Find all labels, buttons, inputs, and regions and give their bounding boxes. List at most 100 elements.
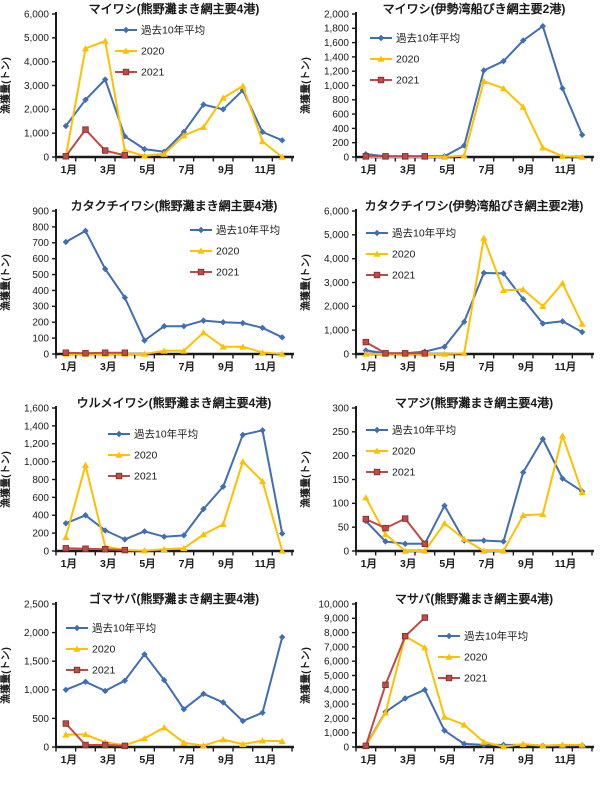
marker-diamond: [578, 131, 586, 139]
marker-square: [122, 68, 130, 76]
marker-triangle: [440, 153, 449, 160]
x-axis: 1月 3月 5月 7月 9月 11月: [55, 155, 294, 176]
marker-diamond: [382, 537, 389, 545]
x-tick-label: 3月: [400, 754, 416, 766]
legend: 過去10年平均 2020 2021: [66, 622, 156, 677]
marker-diamond: [82, 678, 89, 686]
y-axis-title: 漁獲量(トン): [300, 451, 312, 508]
marker-triangle: [440, 713, 449, 721]
x-tick-label: 5月: [439, 558, 455, 570]
y-tick-label: 1,400: [324, 52, 349, 63]
y-axis: 0 200 400 600 800 1,000 1,200 1,400 1,600 1,800 2,…: [324, 9, 357, 163]
y-tick-label: 0: [43, 743, 49, 754]
marker-diamond: [362, 346, 370, 354]
marker-diamond: [278, 333, 286, 341]
legend: 過去10年平均 2020 2021: [115, 24, 205, 79]
x-tick-label: 1月: [361, 361, 377, 373]
chart-title: カタクチイワシ(熊野灘まき網主要4港): [71, 198, 278, 213]
marker-diamond: [219, 318, 227, 326]
y-tick-label: 1,000: [324, 81, 349, 92]
x-tick-label: 5月: [139, 361, 155, 373]
chart-svg: 0 50 100 150 200 250 300 1月 3月 5月 7月 9月 11月 マアジ(熊野灘まき…: [300, 395, 594, 570]
series-2021: [62, 349, 129, 357]
y-tick-label: 8,000: [324, 628, 349, 639]
x-tick-label: 11月: [555, 164, 577, 176]
marker-diamond: [141, 651, 148, 658]
marker-triangle: [578, 320, 586, 327]
chart-title: マイワシ(熊野灘まき網主要4港): [89, 1, 260, 16]
marker-diamond: [441, 727, 448, 735]
marker-triangle: [140, 546, 149, 553]
marker-diamond: [197, 226, 205, 233]
marker-triangle: [121, 146, 129, 154]
y-tick-label: 2,000: [24, 105, 49, 116]
marker-triangle: [381, 709, 390, 716]
series-2021: [62, 126, 129, 160]
x-axis: 1月 3月 5月 7月 9月 11月: [355, 549, 594, 570]
marker-triangle: [278, 547, 286, 554]
legend-label: 2021: [134, 470, 158, 482]
series-2020: [62, 37, 286, 160]
legend-label: 過去10年平均: [92, 622, 156, 635]
series-2021: [62, 720, 129, 750]
marker-diamond: [180, 322, 188, 330]
y-tick-label: 3,000: [324, 278, 349, 289]
marker-triangle: [258, 737, 267, 744]
series-line: [64, 460, 284, 552]
chart-svg: 0 1,000 2,000 3,000 4,000 5,000 6,000 7,000 8,00…: [300, 591, 594, 766]
y-tick-label: 600: [32, 254, 49, 265]
y-tick-label: 50: [338, 522, 350, 533]
y-tick-label: 1,000: [24, 129, 49, 140]
chart-svg: 0 1,000 2,000 3,000 4,000 5,000 6,000 1月 3月 5月 7月 9…: [0, 1, 294, 176]
marker-triangle: [140, 350, 149, 357]
marker-diamond: [401, 695, 409, 702]
marker-square: [382, 681, 389, 689]
y-tick-label: 250: [332, 427, 349, 438]
x-tick-label: 3月: [400, 164, 416, 176]
marker-diamond: [559, 85, 566, 92]
y-tick-label: 900: [32, 206, 49, 217]
series-line: [65, 723, 125, 748]
x-tick-label: 11月: [555, 361, 577, 373]
marker-triangle: [199, 530, 208, 537]
x-tick-label: 5月: [439, 754, 455, 766]
y-tick-label: 200: [32, 317, 49, 328]
marker-diamond: [278, 634, 286, 641]
y-axis: 0 100 200 300 400 500 600 700 800 900: [32, 206, 57, 360]
marker-square: [101, 147, 109, 154]
marker-triangle: [81, 45, 90, 52]
x-tick-label: 5月: [439, 361, 455, 373]
x-tick-label: 1月: [61, 361, 77, 373]
y-tick-label: 150: [332, 474, 349, 485]
marker-diamond: [180, 128, 188, 136]
series-avg: [62, 227, 286, 344]
y-tick-label: 0: [343, 349, 349, 360]
marker-diamond: [62, 686, 70, 694]
marker-diamond: [460, 318, 468, 325]
y-tick-label: 2,500: [24, 600, 49, 611]
marker-triangle: [160, 545, 168, 552]
y-tick-label: 300: [32, 301, 49, 312]
marker-triangle: [219, 94, 227, 101]
legend-label: 過去10年平均: [392, 423, 456, 436]
y-axis-title: 漁獲量(トン): [0, 57, 12, 114]
x-tick-label: 3月: [100, 754, 116, 766]
marker-diamond: [200, 505, 207, 512]
x-tick-label: 7月: [179, 754, 195, 766]
marker-square: [82, 126, 89, 133]
marker-triangle: [460, 349, 468, 356]
x-tick-label: 11月: [555, 754, 577, 766]
marker-triangle: [197, 247, 205, 254]
marker-triangle: [101, 37, 109, 44]
marker-triangle: [239, 343, 247, 350]
series-line: [365, 340, 425, 355]
y-tick-label: 400: [332, 124, 349, 135]
legend-label: 2021: [392, 466, 416, 478]
series-2021: [362, 338, 429, 357]
y-tick-label: 1,800: [324, 24, 349, 35]
chart-title: カタクチイワシ(伊勢湾船びき網主要2港): [365, 198, 584, 213]
y-tick-label: 2,000: [324, 301, 349, 312]
marker-triangle: [278, 738, 286, 745]
x-tick-label: 7月: [179, 558, 195, 570]
marker-diamond: [121, 294, 129, 301]
